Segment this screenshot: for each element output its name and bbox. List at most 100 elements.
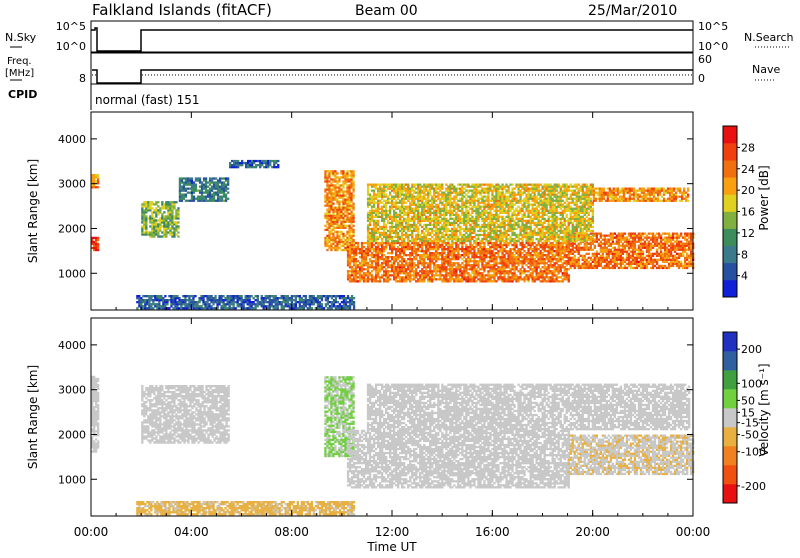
power-echo-cell	[429, 218, 431, 220]
power-echo-cell	[369, 248, 371, 250]
power-echo-cell	[417, 210, 419, 212]
power-echo-cell	[363, 250, 365, 252]
power-echo-cell	[459, 254, 461, 256]
power-echo-cell	[660, 259, 662, 261]
power-echo-cell	[349, 258, 351, 260]
power-echo-cell	[413, 278, 415, 280]
power-echo-cell	[403, 270, 405, 272]
power-echo-cell	[680, 261, 682, 263]
power-echo-cell	[596, 235, 598, 237]
power-echo-cell	[423, 190, 425, 192]
power-echo-cell	[646, 245, 648, 247]
power-echo-cell	[373, 266, 375, 268]
power-echo-cell	[371, 266, 373, 268]
power-echo-cell	[473, 204, 475, 206]
power-echo-cell	[467, 222, 469, 224]
power-echo-cell	[686, 239, 688, 241]
power-echo-cell	[459, 270, 461, 272]
power-echo-cell	[348, 233, 350, 235]
power-echo-cell	[515, 266, 517, 268]
power-echo-cell	[415, 272, 417, 274]
power-echo-cell	[451, 262, 453, 264]
power-echo-cell	[147, 231, 149, 233]
power-echo-cell	[346, 176, 348, 178]
power-echo-cell	[634, 257, 636, 259]
power-echo-cell	[369, 202, 371, 204]
power-echo-cell	[151, 215, 153, 217]
power-echo-cell	[684, 263, 686, 265]
power-echo-cell	[391, 222, 393, 224]
power-echo-cell	[173, 229, 175, 231]
power-echo-cell	[375, 262, 377, 264]
power-echo-cell	[594, 267, 596, 269]
power-echo-cell	[566, 276, 568, 278]
power-echo-cell	[534, 252, 536, 254]
power-echo-cell	[473, 210, 475, 212]
power-echo-cell	[401, 248, 403, 250]
power-echo-cell	[411, 186, 413, 188]
power-echo-cell	[668, 235, 670, 237]
power-echo-cell	[437, 270, 439, 272]
power-echo-cell	[590, 249, 592, 251]
power-echo-cell	[165, 233, 167, 235]
power-echo-cell	[340, 184, 342, 186]
power-echo-cell	[511, 264, 513, 266]
power-echo-cell	[373, 280, 375, 282]
power-echo-cell	[459, 226, 461, 228]
power-echo-cell	[409, 254, 411, 256]
power-echo-cell	[648, 245, 650, 247]
power-echo-cell	[453, 248, 455, 250]
power-echo-cell	[469, 220, 471, 222]
power-echo-cell	[499, 242, 501, 244]
power-echo-cell	[445, 228, 447, 230]
power-echo-cell	[632, 239, 634, 241]
nsearch-label: N.Search	[744, 31, 794, 44]
power-echo-cell	[225, 177, 227, 179]
power-echo-cell	[179, 198, 181, 200]
power-echo-cell	[161, 231, 163, 233]
power-echo-cell	[441, 234, 443, 236]
power-echo-cell	[393, 212, 395, 214]
power-echo-cell	[413, 272, 415, 274]
power-echo-cell	[684, 245, 686, 247]
power-echo-cell	[350, 221, 352, 223]
power-echo-cell	[586, 249, 588, 251]
power-echo-cell	[487, 272, 489, 274]
power-echo-cell	[419, 250, 421, 252]
power-echo-cell	[251, 164, 253, 166]
power-echo-cell	[594, 253, 596, 255]
power-echo-cell	[409, 240, 411, 242]
power-echo-cell	[556, 246, 558, 248]
power-echo-cell	[409, 198, 411, 200]
power-echo-cell	[433, 244, 435, 246]
power-echo-cell	[231, 160, 233, 162]
power-echo-cell	[227, 181, 229, 183]
power-echo-cell	[195, 184, 197, 186]
power-echo-cell	[421, 242, 423, 244]
power-echo-cell	[435, 236, 437, 238]
power-echo-cell	[350, 199, 352, 201]
power-echo-cell	[636, 267, 638, 269]
power-echo-cell	[439, 270, 441, 272]
power-echo-cell	[475, 206, 477, 208]
power-echo-cell	[499, 266, 501, 268]
power-echo-cell	[463, 256, 465, 258]
power-echo-cell	[648, 261, 650, 263]
power-echo-cell	[429, 240, 431, 242]
power-echo-cell	[381, 266, 383, 268]
power-echo-cell	[548, 276, 550, 278]
power-echo-cell	[638, 251, 640, 253]
power-echo-cell	[423, 236, 425, 238]
power-echo-cell	[501, 264, 503, 266]
power-echo-cell	[407, 206, 409, 208]
power-echo-cell	[405, 188, 407, 190]
power-echo-cell	[650, 259, 652, 261]
power-echo-cell	[193, 188, 195, 190]
power-echo-cell	[461, 250, 463, 252]
power-echo-cell	[443, 256, 445, 258]
power-echo-cell	[367, 204, 369, 206]
power-echo-cell	[147, 207, 149, 209]
power-echo-cell	[334, 247, 336, 249]
power-echo-cell	[187, 179, 189, 181]
power-echo-cell	[451, 202, 453, 204]
